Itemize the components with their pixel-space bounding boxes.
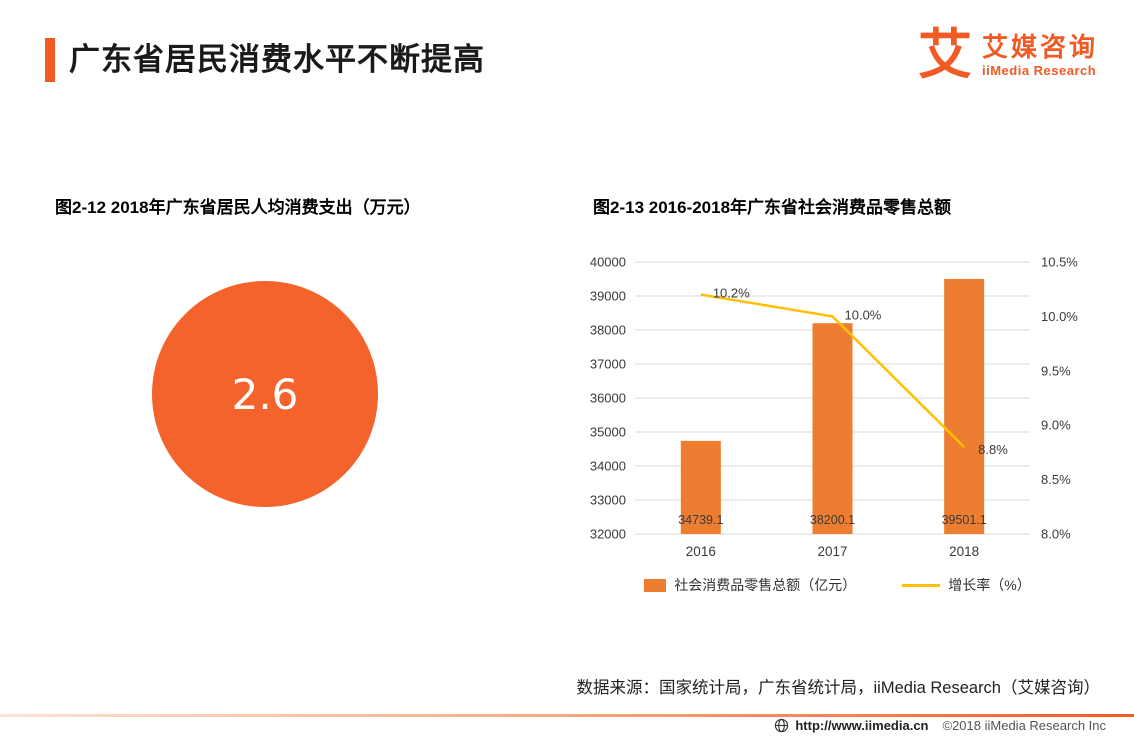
footer-url: http://www.iimedia.cn (795, 718, 929, 733)
line-point-label: 10.2% (713, 286, 750, 301)
right-axis-tick: 9.5% (1041, 363, 1071, 378)
logo-text: 艾媒咨询 iiMedia Research (982, 32, 1098, 78)
header: 广东省居民消费水平不断提高 (45, 38, 485, 82)
brand-name: 艾媒咨询 (981, 31, 1098, 62)
left-axis-tick: 35000 (590, 425, 626, 440)
category-label: 2018 (949, 544, 979, 559)
globe-icon (774, 718, 789, 733)
right-axis-tick: 9.0% (1041, 418, 1071, 433)
right-axis-tick: 10.0% (1041, 309, 1078, 324)
left-axis-tick: 33000 (590, 493, 626, 508)
growth-line (700, 293, 966, 448)
right-axis-tick: 10.5% (1041, 255, 1078, 270)
category-label: 2017 (817, 544, 847, 559)
chart-legend: 社会消费品零售总额（亿元） 增长率（%） (585, 575, 1090, 595)
legend-label-bar: 社会消费品零售总额（亿元） (674, 577, 857, 593)
left-axis-tick: 36000 (590, 391, 626, 406)
logo: 艾 艾媒咨询 iiMedia Research (918, 28, 1098, 82)
brand-subtitle: iiMedia Research (981, 63, 1097, 79)
legend-label-line: 增长率（%） (948, 577, 1031, 593)
title-accent-bar (45, 38, 55, 82)
bar-rect (812, 323, 853, 534)
left-axis-tick: 34000 (590, 459, 626, 474)
footer-copyright: ©2018 iiMedia Research Inc (942, 718, 1107, 733)
left-axis-tick: 40000 (590, 255, 626, 270)
retail-combo-chart: 32000 33000 34000 35000 36000 37000 38000 39000… (590, 255, 1078, 560)
page-title: 广东省居民消费水平不断提高 (69, 42, 485, 77)
left-axis-tick: 38000 (590, 323, 626, 338)
right-axis-tick: 8.0% (1041, 527, 1071, 542)
right-axis-tick: 8.5% (1041, 472, 1071, 487)
line-swatch-icon (902, 583, 941, 587)
legend-item-bar: 社会消费品零售总额（亿元） (644, 575, 856, 595)
legend-item-line: 增长率（%） (902, 575, 1031, 595)
left-axis-tick: 39000 (590, 289, 626, 304)
bar-value-label: 39501.1 (942, 513, 987, 527)
consumption-circle: 2.6 (152, 281, 378, 507)
left-chart-title: 图2-12 2018年广东省居民人均消费支出（万元） (55, 198, 421, 217)
line-point-label: 8.8% (978, 442, 1008, 457)
bar-value-label: 38200.1 (810, 513, 855, 527)
left-axis-tick: 32000 (590, 527, 626, 542)
footer-divider (0, 714, 1134, 717)
category-label: 2016 (686, 544, 716, 559)
logo-glyph-icon: 艾 (917, 25, 972, 85)
bar-rect (680, 440, 721, 534)
bar-rect (944, 278, 985, 534)
bar-value-label: 34739.1 (678, 513, 723, 527)
bar-swatch-icon (644, 578, 667, 592)
footer: http://www.iimedia.cn ©2018 iiMedia Rese… (774, 718, 1106, 733)
source-note: 数据来源：国家统计局，广东省统计局，iiMedia Research（艾媒咨询） (576, 679, 1100, 697)
line-point-label: 10.0% (845, 307, 882, 322)
right-chart-title: 图2-13 2016-2018年广东省社会消费品零售总额 (593, 198, 952, 217)
circle-value: 2.6 (231, 369, 299, 419)
left-axis-tick: 37000 (590, 357, 626, 372)
